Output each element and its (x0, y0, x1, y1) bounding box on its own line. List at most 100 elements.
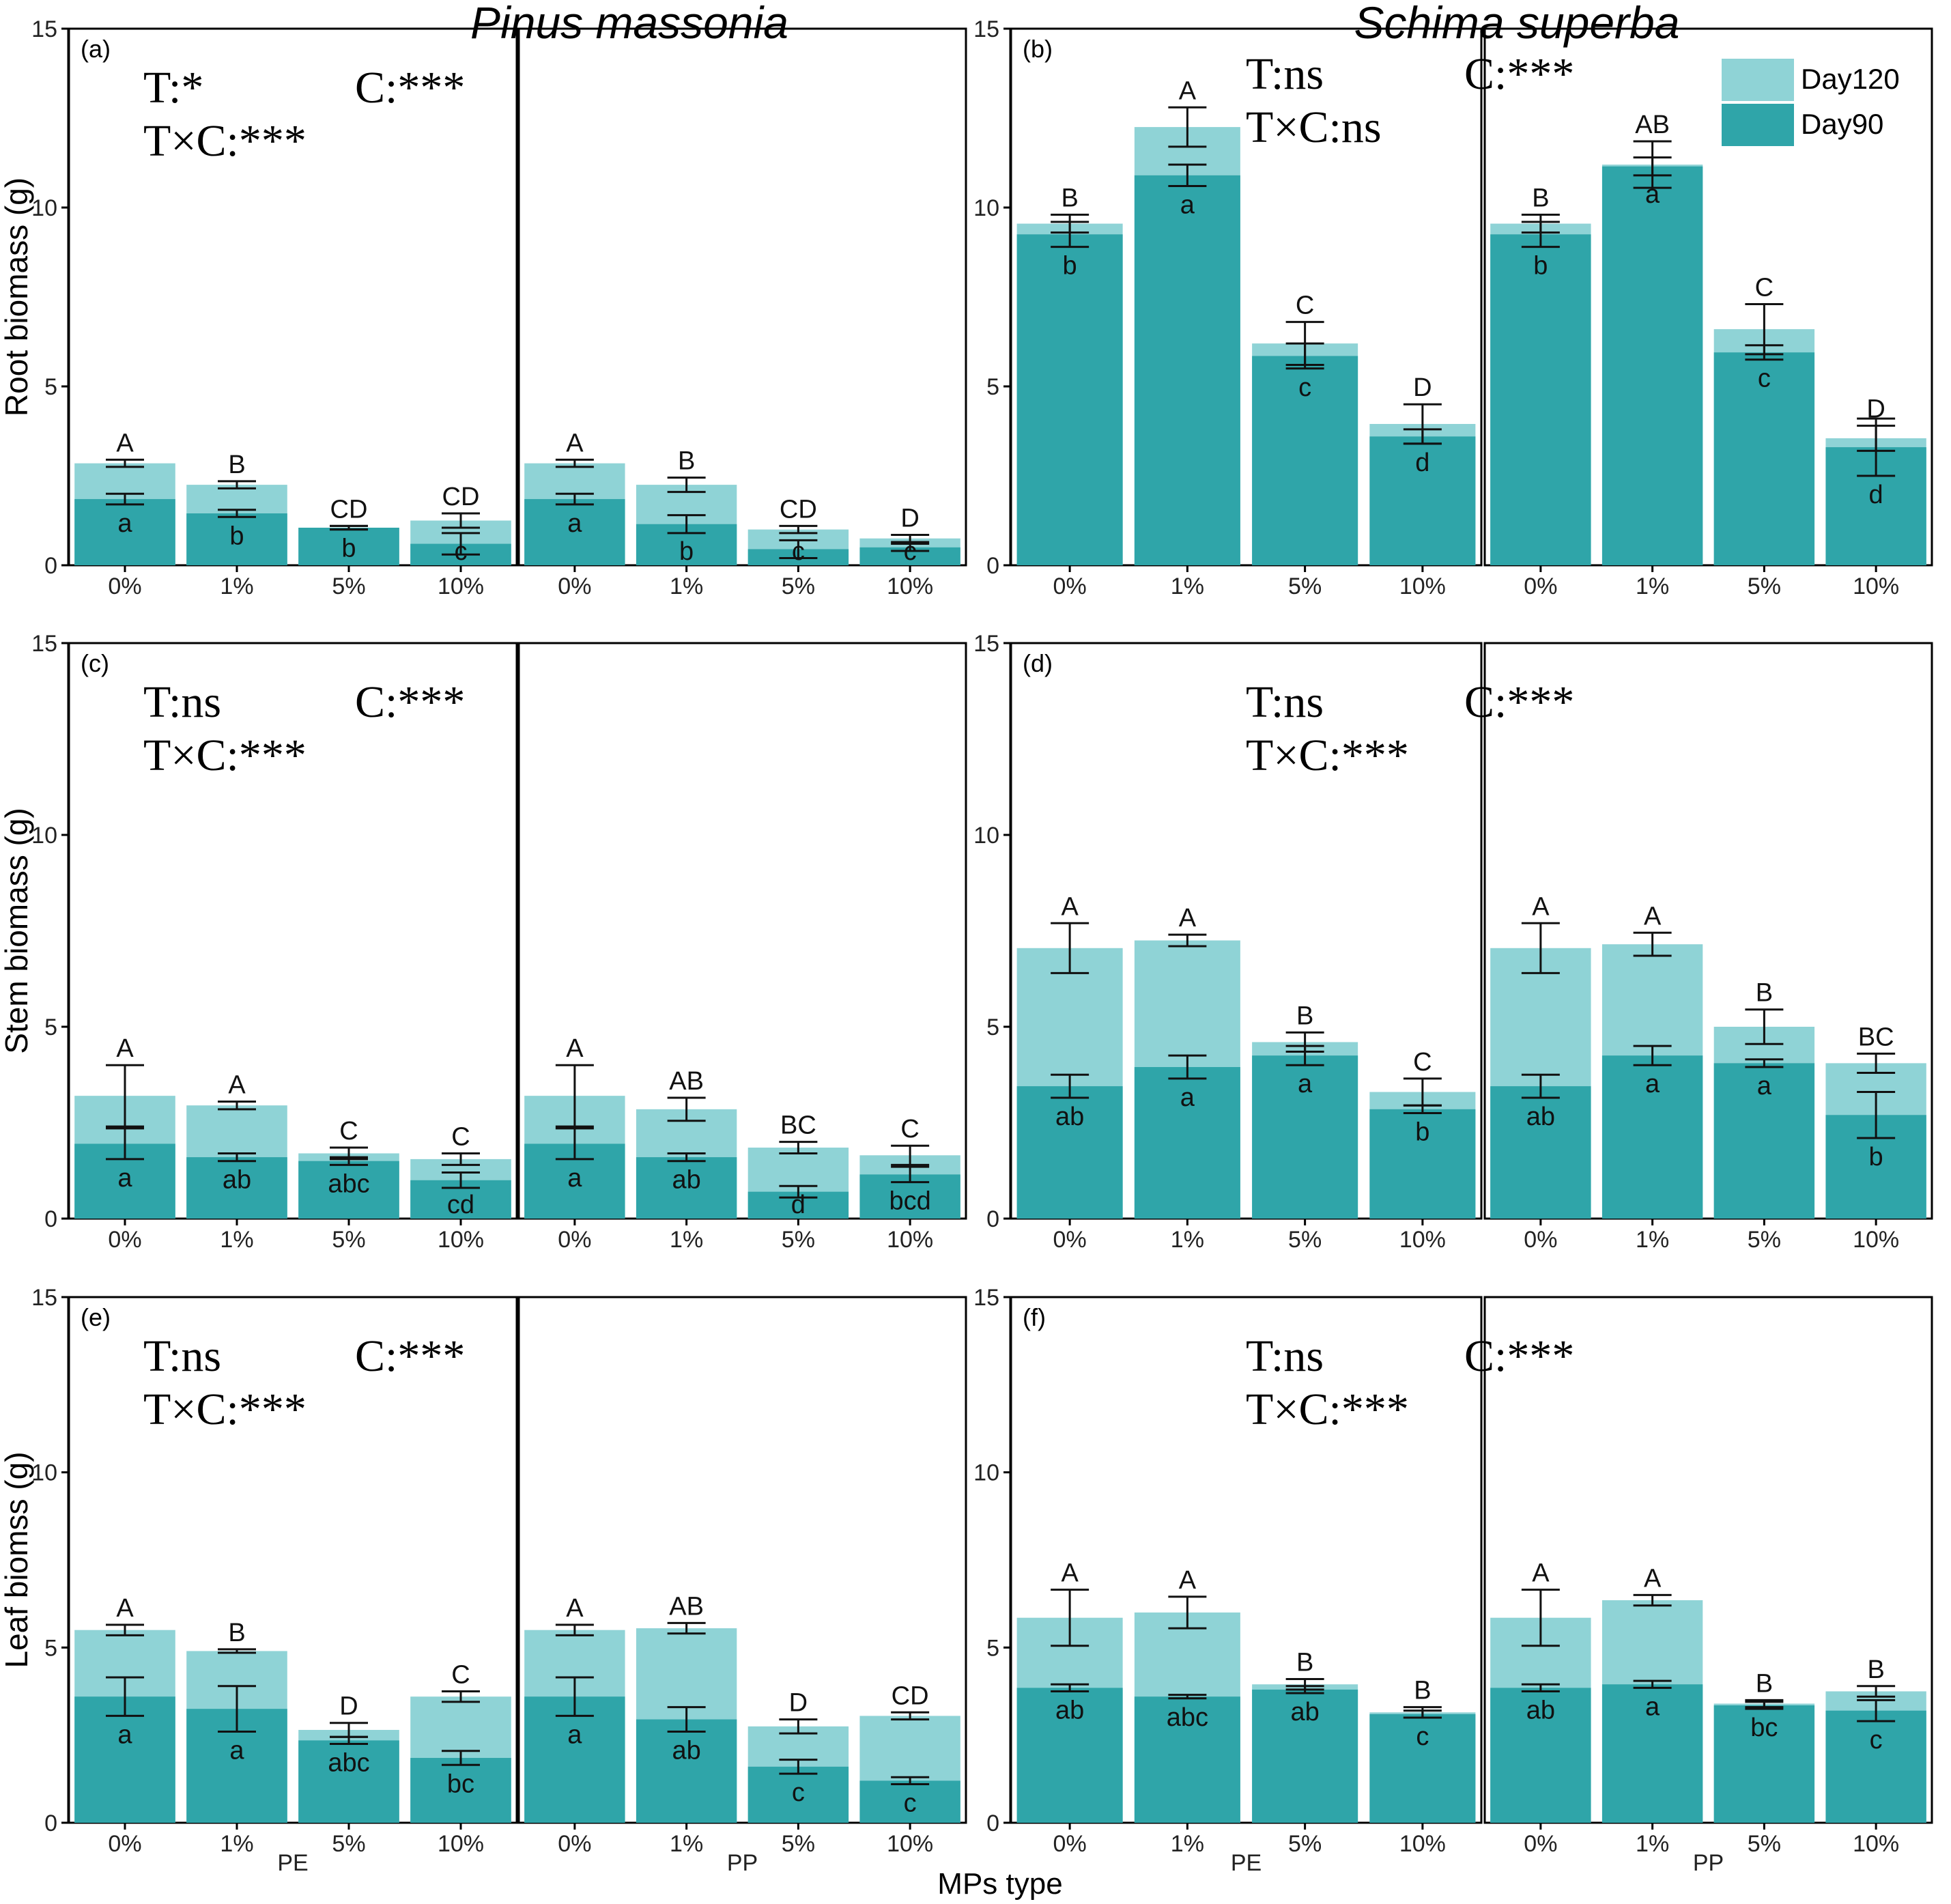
errorbar-day90 (891, 543, 930, 552)
letter-upper: C (451, 1661, 470, 1690)
bar-day90 (1369, 436, 1476, 565)
errorbar-day120 (218, 480, 256, 489)
bar-day90 (1016, 1688, 1123, 1823)
letter-lower: a (1180, 191, 1195, 220)
y-tick-label: 0 (44, 1206, 57, 1232)
letter-lower: a (117, 1720, 132, 1749)
errorbar-day120 (106, 1064, 144, 1128)
stat-interaction: T×C:*** (143, 1384, 307, 1434)
bar-day90 (1252, 1689, 1358, 1823)
bar-day90 (74, 499, 175, 565)
errorbar-day90 (1745, 344, 1784, 361)
bar-day90 (1134, 1696, 1240, 1823)
y-tick-label: 15 (31, 631, 57, 657)
x-tick-label: 5% (782, 573, 815, 599)
y-tick-label: 0 (986, 1810, 999, 1836)
y-tick-label: 5 (986, 1014, 999, 1040)
errorbar-day120 (1633, 931, 1672, 957)
letter-lower: c (1758, 365, 1771, 393)
letter-lower: cd (447, 1191, 474, 1219)
x-tick-label: 10% (438, 573, 484, 599)
x-tick-label: 10% (438, 1831, 484, 1857)
letter-upper: A (1644, 902, 1662, 930)
sub-panel-frame (1010, 27, 1483, 567)
x-tick-label: 5% (332, 1831, 365, 1857)
errorbar-day90 (1521, 1073, 1560, 1099)
bar-day90 (1601, 1055, 1703, 1219)
x-tick-label: 10% (887, 1831, 933, 1857)
errorbar-day90 (442, 532, 480, 556)
stat-interaction: T×C:*** (1246, 730, 1409, 780)
errorbar-day120 (555, 1623, 594, 1636)
letter-lower: ab (672, 1166, 700, 1195)
letter-lower: c (792, 1778, 805, 1807)
letter-lower: b (679, 537, 694, 566)
bar-day90 (186, 513, 287, 565)
sub-panel-frame (517, 27, 967, 567)
errorbar-day90 (1521, 221, 1560, 248)
x-tick-label: 10% (1399, 1227, 1446, 1253)
y-tick-label: 0 (986, 1206, 999, 1232)
errorbar-day120 (779, 524, 818, 535)
x-tick-label: 5% (782, 1227, 815, 1253)
bar-day90 (298, 1161, 399, 1219)
bar-day90 (1825, 1710, 1926, 1823)
errorbar-day90 (106, 492, 144, 506)
letter-upper: B (1414, 1677, 1431, 1705)
errorbar-day90 (1521, 1683, 1560, 1692)
group-label: PE (1231, 1850, 1262, 1876)
bar-day90 (298, 1740, 399, 1823)
errorbar-day120 (667, 1621, 706, 1635)
letter-upper: A (1644, 1564, 1662, 1593)
bar-day90 (747, 1766, 849, 1823)
letter-upper: C (1413, 1048, 1432, 1077)
letter-lower: c (792, 537, 805, 566)
stat-interaction: T×C:*** (143, 730, 307, 780)
stat-treatment: T:* (143, 63, 203, 113)
letter-upper: B (1296, 1649, 1313, 1677)
letter-lower: ab (1526, 1103, 1555, 1131)
legend: Day120 Day90 (1722, 59, 1900, 146)
stat-concentration: C:*** (1464, 49, 1574, 99)
sub-panel-frame (68, 27, 518, 567)
letter-upper: A (566, 1594, 584, 1623)
letter-upper: B (1867, 1656, 1884, 1684)
errorbar-day120 (1168, 1595, 1207, 1630)
x-tick-label: 10% (1399, 573, 1446, 599)
letter-upper: B (1061, 184, 1078, 212)
y-tick-label: 10 (31, 195, 57, 221)
stat-concentration: C:*** (355, 1331, 465, 1381)
errorbar-day90 (1168, 1054, 1207, 1080)
errorbar-day90 (667, 514, 706, 535)
letter-upper: A (566, 429, 584, 457)
errorbar-day90 (1745, 1701, 1784, 1710)
letter-upper: B (678, 447, 695, 476)
bar-day90 (1252, 1055, 1358, 1219)
errorbar-day90 (555, 492, 594, 506)
letter-lower: a (117, 509, 132, 538)
letter-upper: CD (330, 495, 368, 524)
errorbar-day90 (891, 1776, 930, 1786)
sub-panel-frame (1010, 1296, 1483, 1824)
letter-upper: D (1866, 395, 1885, 424)
letter-lower: a (567, 509, 582, 538)
y-tick-label: 10 (973, 823, 999, 849)
sub-panel-frame (517, 1296, 967, 1824)
errorbar-day120 (1051, 922, 1090, 974)
bar-day90 (1252, 356, 1358, 565)
letter-lower: a (1645, 180, 1660, 209)
stat-treatment: T:ns (1246, 49, 1324, 99)
x-tick-label: 0% (108, 1227, 141, 1253)
letter-upper: A (1179, 1566, 1197, 1595)
errorbar-day90 (1633, 1045, 1672, 1066)
errorbar-day90 (1633, 1679, 1672, 1689)
bar-day90 (1490, 234, 1591, 565)
errorbar-day90 (218, 1152, 256, 1163)
errorbar-day90 (1857, 1091, 1896, 1139)
bar-day90 (1601, 166, 1703, 566)
errorbar-day120 (1745, 1008, 1784, 1045)
errorbar-day120 (442, 1152, 480, 1166)
letter-lower: a (229, 1737, 244, 1765)
y-tick-label: 10 (31, 1460, 57, 1486)
errorbar-day90 (330, 1735, 368, 1745)
